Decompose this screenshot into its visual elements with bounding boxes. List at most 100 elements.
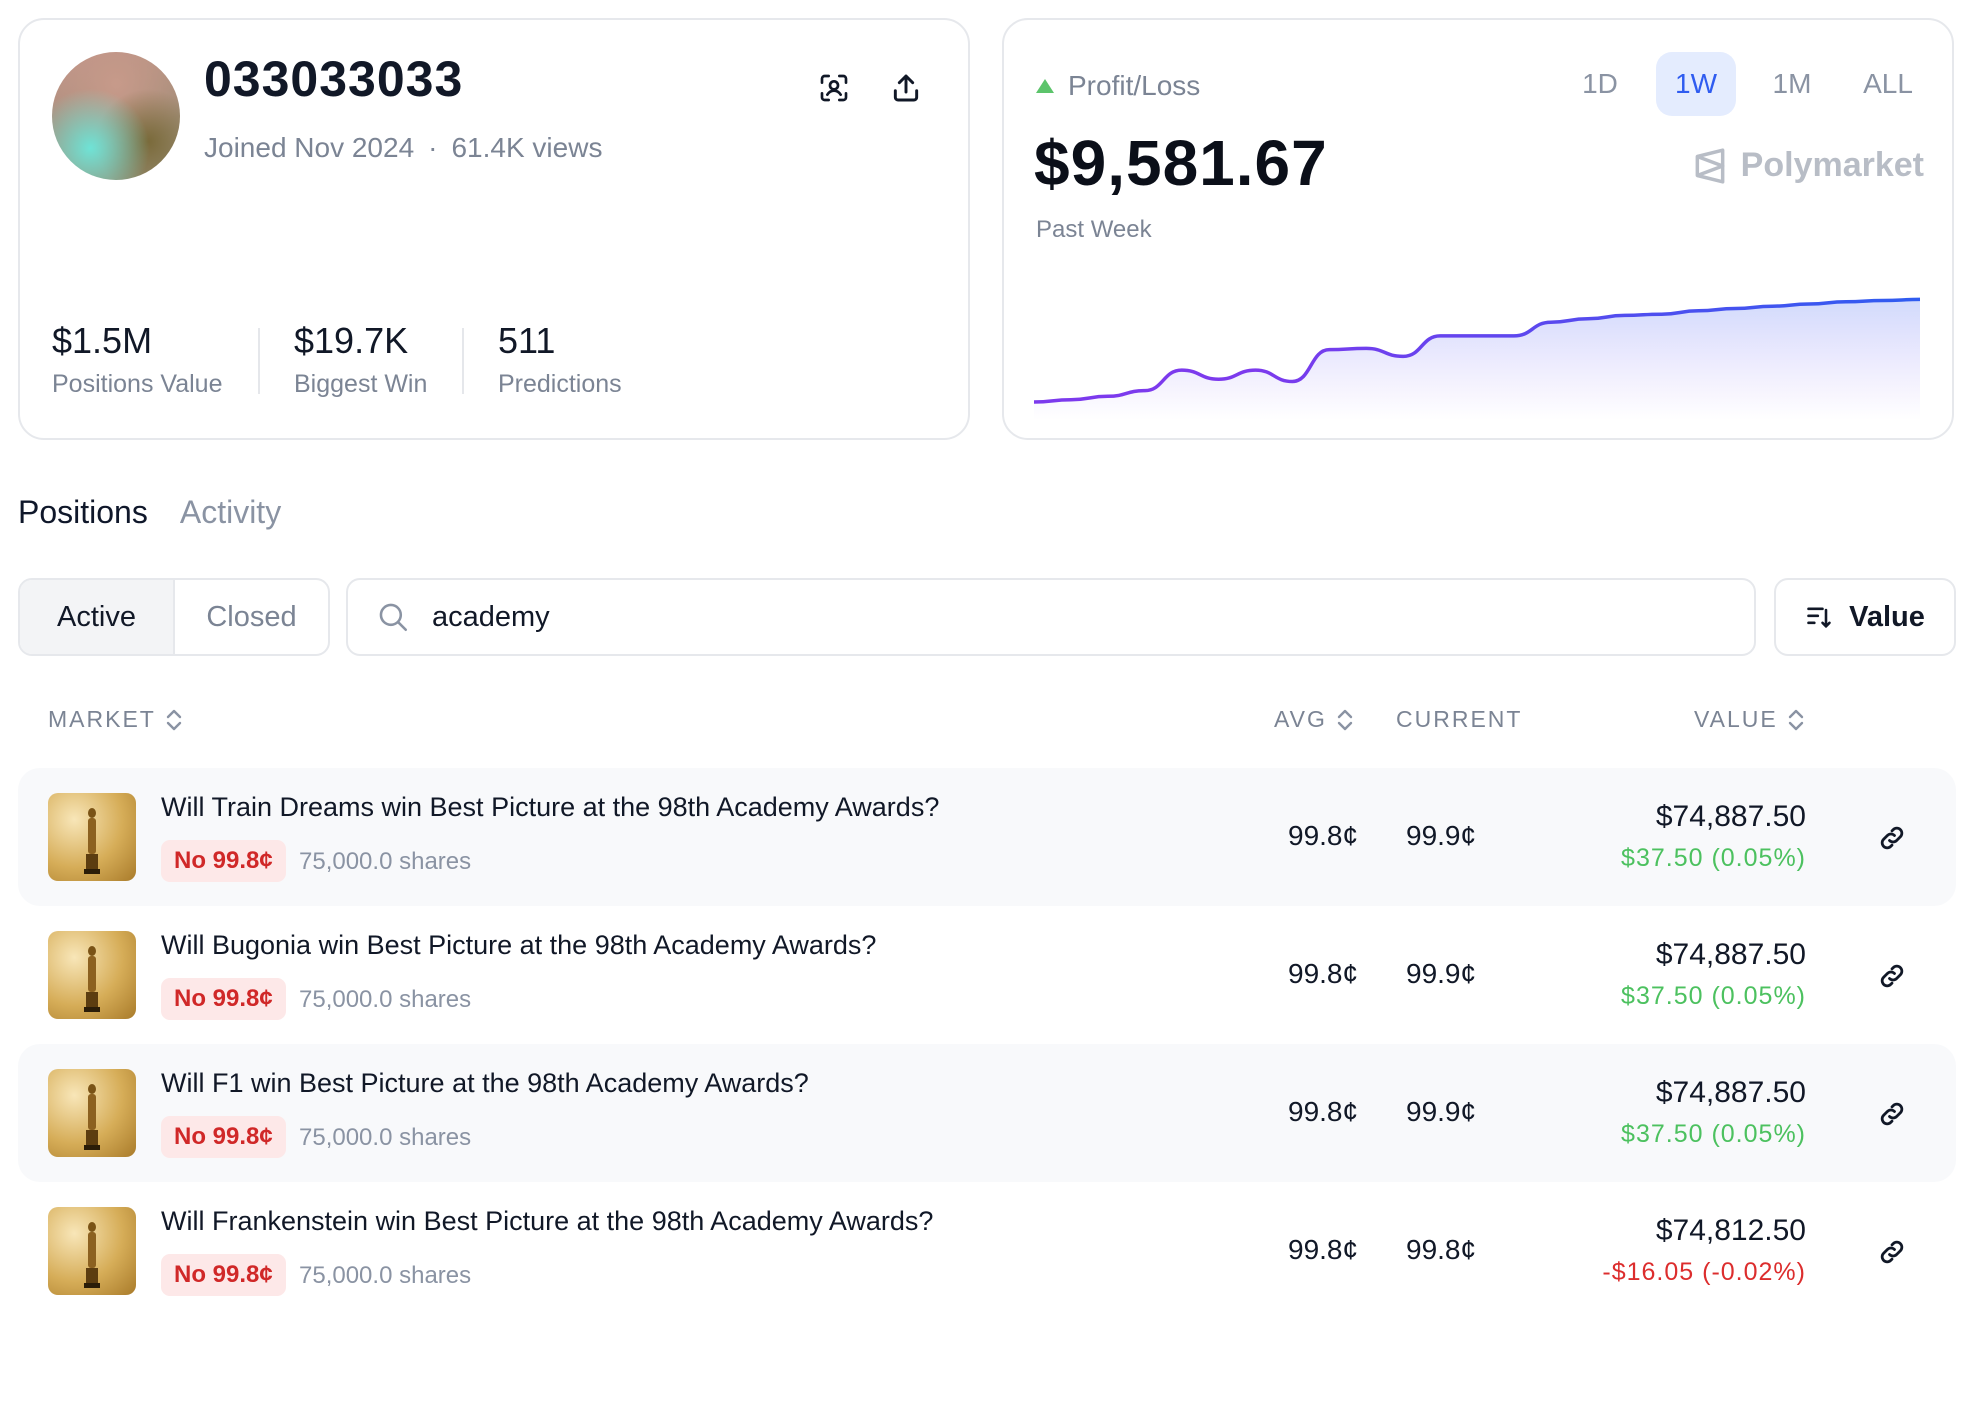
- polymarket-brand: Polymarket: [1691, 146, 1924, 185]
- current-price: 99.8¢: [1406, 1234, 1477, 1265]
- sort-toggle-icon: [1788, 709, 1803, 730]
- trophy-icon: [84, 808, 100, 874]
- share-count: 75,000.0 shares: [299, 986, 472, 1013]
- search-icon: [379, 603, 408, 632]
- sort-toggle-icon: [1337, 709, 1353, 730]
- share-count: 75,000.0 shares: [299, 1124, 472, 1151]
- column-header-avg[interactable]: AVG: [1274, 706, 1355, 733]
- share-link-button[interactable]: [1872, 956, 1912, 996]
- stat-positions-value: $1.5M Positions Value: [52, 320, 222, 399]
- pnl-value: $9,581.67: [1034, 127, 1328, 199]
- market-thumbnail: [48, 931, 136, 1019]
- stat-divider: [258, 328, 260, 394]
- range-tab-1w[interactable]: 1W: [1656, 52, 1736, 116]
- trophy-icon: [84, 946, 100, 1012]
- view-count: 61.4K views: [451, 132, 603, 163]
- position-delta: $37.50 (0.05%): [1621, 844, 1806, 872]
- share-count: 75,000.0 shares: [299, 1262, 472, 1289]
- chart-line: [1034, 297, 1920, 404]
- outcome-badge: No 99.8¢: [161, 840, 286, 882]
- stat-divider: [462, 328, 464, 394]
- link-icon: [1880, 1240, 1904, 1264]
- position-delta: $37.50 (0.05%): [1621, 982, 1806, 1010]
- stat-predictions: 511 Predictions: [498, 320, 622, 399]
- tab-positions[interactable]: Positions: [18, 494, 148, 530]
- column-label: MARKET: [48, 706, 156, 732]
- avg-price: 99.8¢: [1288, 820, 1359, 851]
- range-tab-all[interactable]: ALL: [1863, 68, 1913, 99]
- stat-label: Biggest Win: [294, 370, 428, 398]
- avg-price: 99.8¢: [1288, 1234, 1359, 1265]
- share-count: 75,000.0 shares: [299, 848, 472, 875]
- current-price: 99.9¢: [1406, 1096, 1477, 1127]
- search-box: [346, 578, 1756, 656]
- stat-value: $19.7K: [294, 320, 409, 361]
- tab-activity[interactable]: Activity: [179, 494, 282, 530]
- market-question[interactable]: Will F1 win Best Picture at the 98th Aca…: [161, 1068, 809, 1098]
- position-row[interactable]: Will Frankenstein win Best Picture at th…: [18, 1182, 1956, 1320]
- position-delta: -$16.05 (-0.02%): [1602, 1258, 1806, 1286]
- search-input[interactable]: [432, 600, 1632, 634]
- filter-closed-button[interactable]: Closed: [206, 600, 297, 633]
- profile-meta: Joined Nov 2024 · 61.4K views: [204, 132, 602, 164]
- market-thumbnail: [48, 1069, 136, 1157]
- outcome-badge: No 99.8¢: [161, 1254, 286, 1296]
- avg-price: 99.8¢: [1288, 1096, 1359, 1127]
- column-label: AVG: [1274, 706, 1327, 732]
- up-triangle-icon: [1036, 79, 1054, 93]
- stat-value: $1.5M: [52, 320, 153, 361]
- link-icon: [1880, 1102, 1904, 1126]
- separator-dot: ·: [428, 132, 438, 163]
- outcome-badge: No 99.8¢: [161, 978, 286, 1020]
- upload-icon: [893, 74, 919, 102]
- main-tabs: Positions Activity: [18, 494, 281, 531]
- share-link-button[interactable]: [1872, 1094, 1912, 1134]
- market-thumbnail: [48, 1207, 136, 1295]
- pnl-card: Profit/Loss $9,581.67 Past Week 1D 1W 1M…: [1002, 18, 1954, 440]
- status-segmented-control: Active Closed: [18, 578, 330, 656]
- position-value: $74,887.50: [1655, 1076, 1806, 1109]
- position-row[interactable]: Will Bugonia win Best Picture at the 98t…: [18, 906, 1956, 1044]
- range-tab-1d[interactable]: 1D: [1582, 68, 1618, 99]
- joined-date: Joined Nov 2024: [204, 132, 415, 163]
- stat-label: Positions Value: [52, 370, 223, 398]
- current-price: 99.9¢: [1406, 820, 1477, 851]
- share-link-button[interactable]: [1872, 818, 1912, 858]
- sort-button[interactable]: Value: [1774, 578, 1956, 656]
- column-label: CURRENT: [1396, 706, 1523, 732]
- market-question[interactable]: Will Bugonia win Best Picture at the 98t…: [161, 930, 877, 960]
- position-value: $74,887.50: [1655, 938, 1806, 971]
- position-delta: $37.50 (0.05%): [1621, 1120, 1806, 1148]
- brand-name: Polymarket: [1740, 146, 1924, 184]
- pnl-chart: [1034, 297, 1920, 420]
- position-value: $74,887.50: [1655, 800, 1806, 833]
- qr-scan-button[interactable]: [812, 66, 856, 110]
- current-price: 99.9¢: [1406, 958, 1477, 989]
- market-question[interactable]: Will Train Dreams win Best Picture at th…: [161, 792, 940, 822]
- trophy-icon: [84, 1084, 100, 1150]
- pnl-label-text: Profit/Loss: [1068, 70, 1201, 101]
- link-icon: [1880, 826, 1904, 850]
- position-row[interactable]: Will F1 win Best Picture at the 98th Aca…: [18, 1044, 1956, 1182]
- trophy-icon: [84, 1222, 100, 1288]
- market-question[interactable]: Will Frankenstein win Best Picture at th…: [161, 1206, 934, 1236]
- range-tabs: 1D 1W 1M ALL: [1560, 52, 1928, 116]
- sort-label: Value: [1849, 600, 1925, 633]
- link-icon: [1880, 964, 1904, 988]
- market-thumbnail: [48, 793, 136, 881]
- share-button[interactable]: [884, 66, 928, 110]
- scan-icon: [820, 74, 848, 102]
- chart-area: [1034, 299, 1920, 420]
- column-header-value[interactable]: VALUE: [1694, 706, 1806, 733]
- avatar[interactable]: [52, 52, 180, 180]
- stat-biggest-win: $19.7K Biggest Win: [294, 320, 427, 399]
- position-row[interactable]: Will Train Dreams win Best Picture at th…: [18, 768, 1956, 906]
- filter-active-button[interactable]: Active: [20, 580, 175, 654]
- range-tab-1m[interactable]: 1M: [1772, 68, 1812, 99]
- column-header-market[interactable]: MARKET: [48, 706, 184, 733]
- sort-icon: [1807, 607, 1831, 628]
- share-link-button[interactable]: [1872, 1232, 1912, 1272]
- column-label: VALUE: [1694, 706, 1778, 732]
- username: 033033033: [204, 51, 464, 107]
- position-value: $74,812.50: [1655, 1214, 1806, 1247]
